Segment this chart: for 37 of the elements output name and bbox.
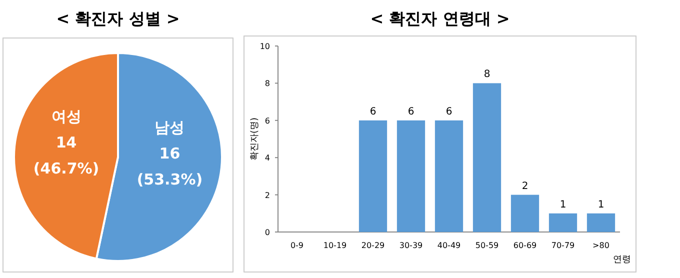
y-axis-title: 확진자(명) — [250, 117, 260, 161]
bar — [510, 194, 540, 232]
bar — [548, 213, 578, 232]
x-tick-label: 20-29 — [361, 241, 385, 250]
x-tick-label: 60-69 — [513, 241, 537, 250]
x-tick-label: 0-9 — [290, 241, 304, 250]
x-tick-label: 10-19 — [323, 241, 347, 250]
bar — [586, 213, 616, 232]
x-tick-label: >80 — [592, 241, 610, 250]
y-tick-label: 10 — [260, 42, 270, 51]
chart-title: < 확진자 성별 > — [56, 9, 180, 28]
data-label: 14 (46.7%) — [33, 134, 100, 178]
bar — [472, 83, 502, 232]
y-tick-label: 4 — [264, 154, 270, 163]
data-label: 6 — [370, 106, 376, 118]
data-label: 2 — [522, 180, 528, 192]
data-label: 1 — [598, 199, 604, 210]
chart-title: < 확진자 연령대 > — [370, 9, 510, 28]
data-label: 6 — [446, 106, 452, 118]
x-tick-label: 40-49 — [437, 241, 461, 250]
y-tick-label: 2 — [264, 190, 270, 200]
x-axis-title: 연령 — [613, 255, 631, 265]
data-label: 1 — [560, 199, 566, 210]
bar — [396, 120, 426, 232]
data-label: 6 — [408, 106, 414, 118]
y-tick-label: 6 — [264, 116, 270, 126]
y-tick-label: 0 — [264, 228, 270, 237]
x-tick-label: 50-59 — [475, 241, 499, 250]
data-label: 16 (53.3%) — [136, 144, 203, 188]
x-tick-label: 70-79 — [551, 241, 575, 250]
data-label: 8 — [484, 69, 490, 80]
y-tick-label: 8 — [264, 79, 270, 88]
slice-label: 남성 — [154, 118, 185, 136]
bar — [434, 120, 464, 232]
bar — [358, 120, 388, 232]
x-tick-label: 30-39 — [399, 241, 423, 250]
slice-label: 여성 — [51, 108, 82, 126]
